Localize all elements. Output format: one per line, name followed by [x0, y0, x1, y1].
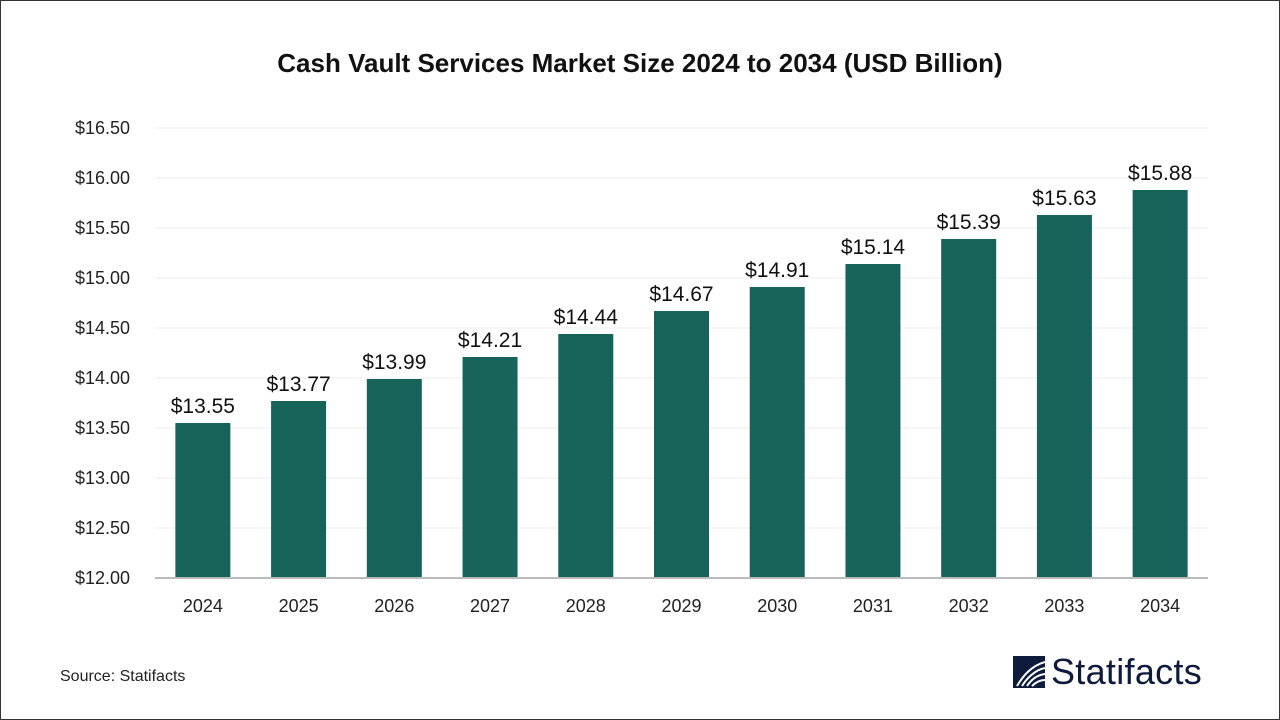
x-tick-label: 2033	[1044, 596, 1084, 616]
data-label: $13.77	[266, 373, 330, 396]
x-tick-label: 2030	[757, 596, 797, 616]
data-label: $15.63	[1032, 187, 1096, 210]
y-tick-label: $12.50	[75, 518, 130, 538]
x-tick-label: 2032	[949, 596, 989, 616]
y-tick-label: $15.00	[75, 268, 130, 288]
bar-2024	[175, 423, 231, 578]
x-tick-label: 2026	[374, 596, 414, 616]
bar-2033	[1036, 215, 1092, 578]
bar-2029	[654, 311, 709, 578]
data-label: $15.39	[937, 211, 1001, 234]
x-tick-label: 2034	[1140, 596, 1180, 616]
bar-2028	[558, 334, 614, 578]
source-note: Source: Statifacts	[60, 668, 186, 685]
data-label: $15.14	[841, 236, 906, 259]
bar-2030	[749, 287, 805, 578]
y-tick-label: $16.50	[75, 118, 130, 138]
y-tick-label: $14.50	[75, 318, 130, 338]
bar-2032	[941, 239, 997, 578]
y-tick-label: $15.50	[75, 218, 130, 238]
statifacts-logo: Statifacts	[1013, 651, 1202, 693]
bar-2027	[462, 357, 518, 578]
x-tick-label: 2024	[183, 596, 223, 616]
y-tick-label: $13.00	[75, 468, 130, 488]
x-tick-label: 2025	[279, 596, 319, 616]
y-tick-label: $16.00	[75, 168, 130, 188]
bar-2026	[366, 379, 422, 578]
y-tick-label: $13.50	[75, 418, 130, 438]
data-label: $13.55	[171, 395, 235, 418]
x-tick-label: 2029	[661, 596, 701, 616]
x-tick-label: 2028	[566, 596, 606, 616]
data-label: $13.99	[362, 351, 426, 374]
bar-2034	[1132, 190, 1188, 578]
data-label: $14.44	[554, 306, 619, 329]
statifacts-logo-text: Statifacts	[1051, 651, 1203, 692]
y-tick-label: $12.00	[75, 568, 130, 588]
data-label: $14.67	[649, 283, 713, 306]
x-tick-label: 2031	[853, 596, 893, 616]
chart-title: Cash Vault Services Market Size 2024 to …	[277, 48, 1003, 78]
data-label: $15.88	[1128, 162, 1192, 185]
statifacts-logo-icon	[1013, 656, 1045, 688]
data-label: $14.91	[745, 259, 809, 282]
y-tick-label: $14.00	[75, 368, 130, 388]
x-tick-label: 2027	[470, 596, 510, 616]
bar-2025	[271, 401, 327, 578]
data-label: $14.21	[458, 329, 522, 352]
bar-2031	[845, 264, 901, 578]
